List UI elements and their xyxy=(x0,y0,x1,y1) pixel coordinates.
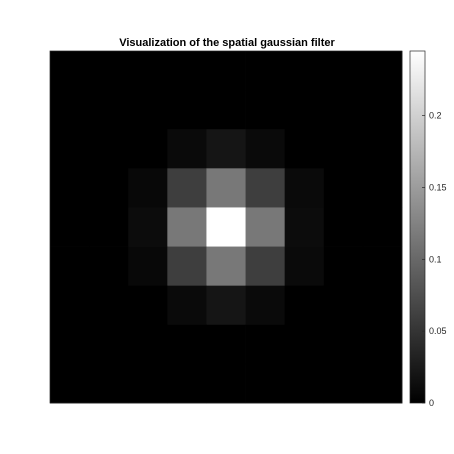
colorbar-ticks: 0 0.05 0.1 0.15 0.2 xyxy=(422,111,447,408)
heatmap-cell-r7-c3 xyxy=(167,324,207,365)
heatmap-cell-r2-c0 xyxy=(50,129,90,169)
heatmap-cell-r1-c6 xyxy=(284,90,325,130)
heatmap-cell-r3-c8 xyxy=(362,168,403,208)
heatmap-cell-r8-c3 xyxy=(167,363,207,404)
colorbar-tick-label: 0.1 xyxy=(429,254,442,264)
heatmap-cell-r3-c4 xyxy=(206,168,246,208)
heatmap-cell-r2-c1 xyxy=(89,129,129,169)
heatmap-cell-r5-c3 xyxy=(167,246,207,287)
heatmap-cell-r4-c0 xyxy=(50,207,90,247)
heatmap-cell-r2-c2 xyxy=(128,129,168,169)
heatmap-cell-r6-c3 xyxy=(167,285,207,326)
colorbar-frame xyxy=(409,50,426,404)
colorbar-tick-label: 0 xyxy=(429,398,434,408)
heatmap-cell-r6-c5 xyxy=(245,285,286,326)
heatmap-cell-r1-c8 xyxy=(362,90,403,130)
heatmap-cell-r7-c8 xyxy=(362,324,403,365)
heatmap-cell-r8-c5 xyxy=(245,363,286,404)
heatmap-cell-r8-c1 xyxy=(89,363,129,404)
heatmap-cell-r3-c3 xyxy=(167,168,207,208)
heatmap-cell-r6-c7 xyxy=(323,285,364,326)
heatmap-cell-r6-c1 xyxy=(89,285,129,326)
heatmap-cell-r2-c5 xyxy=(245,129,286,169)
heatmap-cell-r6-c2 xyxy=(128,285,168,326)
heatmap-cell-r7-c6 xyxy=(284,324,325,365)
heatmap-cell-r1-c2 xyxy=(128,90,168,130)
heatmap-cell-r5-c2 xyxy=(128,246,168,287)
chart-title: Visualization of the spatial gaussian fi… xyxy=(119,37,335,49)
heatmap-cell-r4-c5 xyxy=(245,207,286,247)
colorbar: 0 0.05 0.1 0.15 0.2 xyxy=(409,50,447,408)
heatmap-cell-r1-c0 xyxy=(50,90,90,130)
heatmap-cell-r0-c6 xyxy=(284,51,325,91)
heatmap-cell-r8-c4 xyxy=(206,363,246,404)
heatmap-cell-r4-c3 xyxy=(167,207,207,247)
heatmap-cell-r5-c8 xyxy=(362,246,403,287)
heatmap-cell-r7-c5 xyxy=(245,324,286,365)
heatmap-cell-r6-c6 xyxy=(284,285,325,326)
heatmap-cell-r4-c4 xyxy=(206,207,246,247)
heatmap-cell-r0-c8 xyxy=(362,51,403,91)
heatmap-cell-r0-c1 xyxy=(89,51,129,91)
colorbar-tick-label: 0.2 xyxy=(429,111,442,121)
heatmap-cell-r7-c2 xyxy=(128,324,168,365)
heatmap-cell-r3-c5 xyxy=(245,168,286,208)
heatmap-cell-r5-c5 xyxy=(245,246,286,287)
heatmap-cell-r5-c6 xyxy=(284,246,325,287)
heatmap-cell-r4-c8 xyxy=(362,207,403,247)
heatmap-cell-r1-c5 xyxy=(245,90,286,130)
heatmap-cell-r8-c2 xyxy=(128,363,168,404)
heatmap-cell-r5-c0 xyxy=(50,246,90,287)
heatmap-cell-r4-c7 xyxy=(323,207,364,247)
heatmap-cell-r6-c8 xyxy=(362,285,403,326)
heatmap-cell-r5-c4 xyxy=(206,246,246,287)
heatmap-cell-r0-c3 xyxy=(167,51,207,91)
heatmap-cell-r1-c1 xyxy=(89,90,129,130)
heatmap-cell-r6-c0 xyxy=(50,285,90,326)
heatmap-cell-r3-c2 xyxy=(128,168,168,208)
heatmap-cell-r7-c1 xyxy=(89,324,129,365)
heatmap-cell-r2-c8 xyxy=(362,129,403,169)
heatmap-cell-r2-c6 xyxy=(284,129,325,169)
heatmap-cell-r5-c7 xyxy=(323,246,364,287)
heatmap-cell-r0-c5 xyxy=(245,51,286,91)
heatmap-cell-r8-c7 xyxy=(323,363,364,404)
heatmap-cell-r3-c0 xyxy=(50,168,90,208)
heatmap-cell-r3-c1 xyxy=(89,168,129,208)
heatmap-cell-r1-c4 xyxy=(206,90,246,130)
heatmap-cell-r8-c6 xyxy=(284,363,325,404)
heatmap-cell-r5-c1 xyxy=(89,246,129,287)
heatmap-cell-r2-c3 xyxy=(167,129,207,169)
colorbar-gradient xyxy=(410,51,425,403)
heatmap-cell-r0-c4 xyxy=(206,51,246,91)
heatmap-cell-r2-c4 xyxy=(206,129,246,169)
heatmap-cell-r0-c2 xyxy=(128,51,168,91)
heatmap-cell-r4-c2 xyxy=(128,207,168,247)
heatmap-cell-r8-c8 xyxy=(362,363,403,404)
heatmap-cell-r0-c0 xyxy=(50,51,90,91)
heatmap-cell-r4-c1 xyxy=(89,207,129,247)
heatmap-cell-r2-c7 xyxy=(323,129,364,169)
plot-frame xyxy=(49,50,403,404)
heatmap-cell-r1-c3 xyxy=(167,90,207,130)
heatmap-cell-r4-c6 xyxy=(284,207,325,247)
heatmap-cell-r0-c7 xyxy=(323,51,364,91)
heatmap-cell-r3-c6 xyxy=(284,168,325,208)
colorbar-tick-label: 0.15 xyxy=(429,182,447,192)
heatmap-cell-r6-c4 xyxy=(206,285,246,326)
heatmap-cell-r7-c7 xyxy=(323,324,364,365)
heatmap-cell-r7-c4 xyxy=(206,324,246,365)
heatmap-cell-r3-c7 xyxy=(323,168,364,208)
heatmap-cell-r8-c0 xyxy=(50,363,90,404)
heatmap-cell-r7-c0 xyxy=(50,324,90,365)
heatmap-cell-r1-c7 xyxy=(323,90,364,130)
colorbar-tick-label: 0.05 xyxy=(429,326,447,336)
heatmap-grid xyxy=(50,51,403,404)
